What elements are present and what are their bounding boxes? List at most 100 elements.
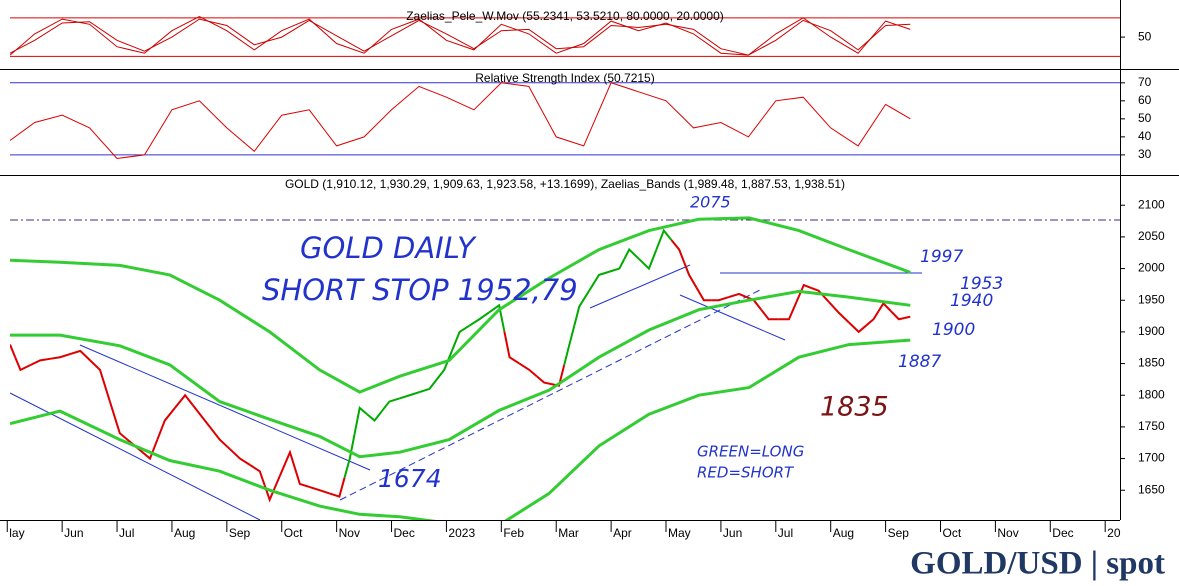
panel-title: Zaelias_Pele_W.Mov (55.2341, 53.5210, 80… [406, 9, 724, 23]
price-segment [608, 258, 626, 273]
panel [10, 16, 1120, 57]
x-tick-label: Dec [394, 526, 415, 540]
x-tick-label: Nov [997, 526, 1018, 540]
price-segment [828, 301, 850, 324]
price-segment [795, 283, 812, 303]
price-segment [711, 296, 730, 302]
price-segment [877, 301, 892, 313]
price-segment [343, 433, 356, 478]
y-tick-label: 50 [1138, 111, 1152, 125]
price-segment [588, 270, 610, 292]
price-segment [191, 404, 211, 428]
annotation: GREEN=LONG [697, 443, 804, 461]
drawn-line [339, 289, 761, 501]
x-tick-label: 2023 [448, 526, 475, 540]
drawn-lines [9, 219, 1120, 521]
y-tick-label: 1650 [1138, 482, 1165, 496]
price-segment [563, 325, 576, 366]
x-tick-label: Sep [888, 526, 910, 540]
price-segment [399, 391, 420, 400]
price-segment [890, 310, 905, 321]
indicator-line [10, 16, 911, 56]
x-tick-label: Nov [339, 526, 360, 540]
x-tick-label: Dec [1052, 526, 1073, 540]
annotation: SHORT STOP 1952,79 [262, 273, 578, 307]
y-tick-label: 40 [1138, 129, 1152, 143]
price-segment [623, 247, 640, 260]
price-segment [249, 464, 266, 486]
price-segment [695, 287, 712, 302]
frame [0, 0, 1179, 521]
drawn-line [589, 264, 691, 309]
price-segment [551, 364, 566, 387]
drawn-line [679, 294, 786, 341]
x-tick-label: Jul [119, 526, 134, 540]
band-line [10, 289, 911, 459]
y-tick-label: 1700 [1138, 451, 1165, 465]
annotation: 1887 [898, 352, 941, 372]
x-tick-label: Aug [174, 526, 195, 540]
annotation: GOLD DAILY [300, 231, 477, 265]
annotation: 1940 [950, 291, 993, 311]
y-tick-label: 1950 [1138, 292, 1165, 306]
price-segment [655, 228, 673, 250]
price-segment [174, 393, 194, 409]
price-segment [810, 286, 830, 303]
x-tick-label: Jun [723, 526, 742, 540]
price-segment [293, 467, 311, 489]
y-tick-label: 2000 [1138, 261, 1165, 275]
x-tick-label: Feb [503, 526, 524, 540]
annotation: 1953 [960, 274, 1003, 294]
price-segment [353, 406, 368, 434]
price-segment [419, 378, 438, 394]
price-segment [108, 401, 136, 447]
y-tick-label: 50 [1138, 29, 1152, 43]
x-tick-label: Sep [229, 526, 251, 540]
panel-title: GOLD (1,910.12, 1,930.29, 1,909.63, 1,92… [285, 177, 845, 191]
y-tick-label: 70 [1138, 75, 1152, 89]
y-tick-label: 1750 [1138, 419, 1165, 433]
price-segment [728, 292, 747, 299]
price-segment [450, 324, 471, 352]
annotation: 1997 [920, 247, 963, 267]
x-tick-label: Jul [778, 526, 793, 540]
band-line [10, 338, 911, 520]
y-tick-label: 30 [1138, 147, 1152, 161]
price-segment [49, 353, 71, 360]
x-tick-label: Aug [833, 526, 854, 540]
band-line [10, 216, 911, 394]
panel [10, 216, 911, 520]
footer: GOLD/USD | spot [910, 546, 1165, 582]
price-segment [29, 357, 51, 367]
price-segment [229, 448, 251, 466]
annotation: 1674 [378, 464, 442, 493]
x-tick-label: 20 [1107, 526, 1121, 540]
x-tick-label: Apr [613, 526, 632, 540]
price-segment [865, 310, 880, 327]
indicator-line [10, 82, 911, 160]
price-segment [488, 303, 506, 332]
price-segment [503, 331, 520, 365]
panel-title: Relative Strength Index (50.7215) [475, 71, 654, 85]
price-segment [468, 311, 490, 327]
plots: Zaelias_Pele_W.Mov (55.2341, 53.5210, 80… [6, 9, 1165, 540]
x-tick-label: Jun [64, 526, 83, 540]
indicator-line [10, 18, 911, 56]
y-tick-label: 1850 [1138, 356, 1165, 370]
annotation: 1835 [820, 392, 889, 423]
price-segment [134, 439, 159, 461]
annotation: RED=SHORT [697, 464, 795, 482]
price-segment [436, 350, 453, 381]
panel [10, 82, 1120, 160]
price-segment [278, 449, 296, 477]
price-segment [156, 407, 176, 440]
price-segment [778, 301, 798, 321]
y-tick-label: 60 [1138, 93, 1152, 107]
price-segment [10, 344, 17, 358]
y-tick-label: 2100 [1138, 197, 1165, 211]
price-segment [89, 359, 111, 402]
annotations: GOLD DAILY SHORT STOP 1952,79 2075 1997 … [262, 193, 1003, 494]
price-segment [69, 349, 91, 362]
